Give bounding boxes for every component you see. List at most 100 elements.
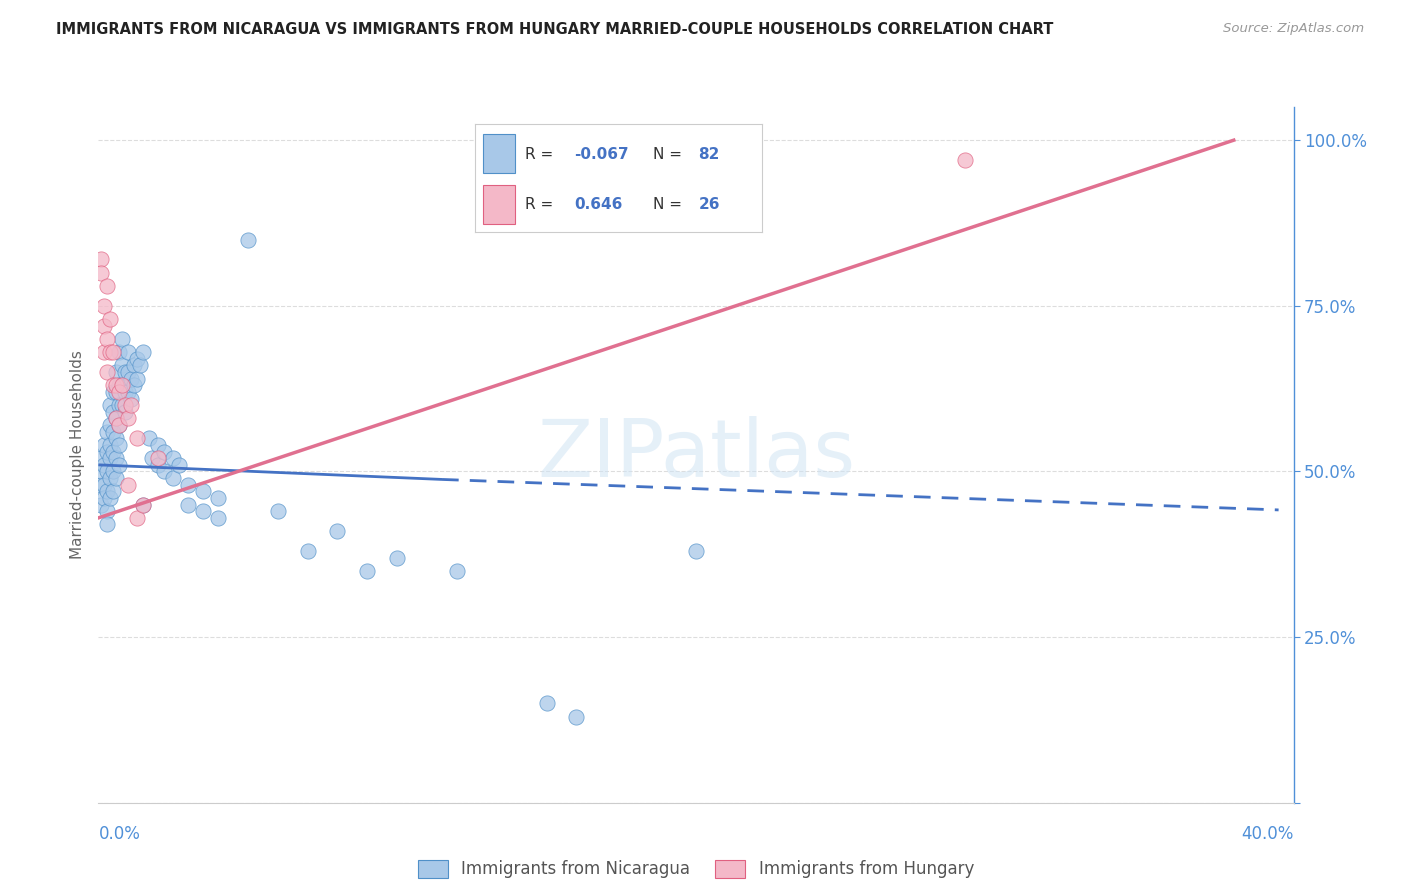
Point (124, 359, 146, 373)
Point (127, 431, 149, 445)
Point (105, 411, 128, 425)
Point (103, 444, 125, 458)
Point (162, 471, 184, 485)
Point (90, 451, 112, 466)
Point (96, 279, 118, 293)
Point (98, 471, 122, 485)
Point (105, 378, 128, 392)
Point (191, 484, 214, 499)
Point (120, 398, 142, 412)
Point (108, 418, 131, 433)
Text: ZIPatlas: ZIPatlas (537, 416, 855, 494)
Point (132, 498, 155, 512)
Point (132, 345, 155, 359)
Point (105, 471, 128, 485)
Point (297, 544, 319, 558)
Point (90, 465, 112, 479)
Legend: Immigrants from Nicaragua, Immigrants from Hungary: Immigrants from Nicaragua, Immigrants fr… (412, 853, 980, 885)
Point (103, 484, 125, 499)
Point (177, 477, 200, 491)
Point (132, 498, 155, 512)
Point (267, 504, 290, 518)
Point (96, 425, 118, 439)
Point (93, 477, 115, 491)
Point (105, 451, 128, 466)
Point (108, 384, 131, 399)
Point (108, 458, 131, 472)
Point (93, 299, 115, 313)
Point (108, 418, 131, 433)
Point (127, 372, 149, 386)
Point (108, 398, 131, 412)
Text: Source: ZipAtlas.com: Source: ZipAtlas.com (1223, 22, 1364, 36)
Point (93, 491, 115, 505)
Point (98, 398, 122, 412)
Point (93, 458, 115, 472)
Point (93, 438, 115, 452)
Point (103, 378, 125, 392)
Point (96, 444, 118, 458)
Point (108, 378, 131, 392)
Point (98, 438, 122, 452)
Point (117, 477, 139, 491)
Point (120, 372, 142, 386)
Point (127, 351, 149, 366)
Point (93, 345, 115, 359)
Y-axis label: Married-couple Households: Married-couple Households (69, 351, 84, 559)
Point (93, 318, 115, 333)
Point (114, 384, 136, 399)
Point (356, 564, 378, 578)
Point (103, 384, 125, 399)
Point (536, 697, 558, 711)
Point (90, 477, 112, 491)
Point (177, 498, 200, 512)
Point (114, 365, 136, 379)
Point (98, 345, 122, 359)
Point (103, 345, 125, 359)
Point (98, 491, 122, 505)
Point (685, 544, 707, 558)
Point (153, 465, 176, 479)
Point (105, 411, 128, 425)
Point (148, 438, 170, 452)
Point (98, 312, 122, 326)
Point (114, 398, 136, 412)
Point (162, 451, 184, 466)
Point (167, 458, 190, 472)
Point (446, 564, 468, 578)
Text: IMMIGRANTS FROM NICARAGUA VS IMMIGRANTS FROM HUNGARY MARRIED-COUPLE HOUSEHOLDS C: IMMIGRANTS FROM NICARAGUA VS IMMIGRANTS … (56, 22, 1053, 37)
Point (148, 458, 170, 472)
Point (117, 411, 139, 425)
Point (108, 438, 131, 452)
Point (108, 345, 131, 359)
Point (117, 345, 139, 359)
Point (127, 511, 149, 525)
Point (207, 511, 229, 525)
Point (124, 378, 146, 392)
Point (96, 504, 118, 518)
Point (153, 444, 176, 458)
Point (105, 365, 128, 379)
Point (236, 233, 259, 247)
Point (105, 384, 128, 399)
Point (103, 465, 125, 479)
Point (98, 418, 122, 433)
Point (111, 378, 134, 392)
Text: 40.0%: 40.0% (1241, 825, 1294, 843)
Point (148, 451, 170, 466)
Point (96, 332, 118, 346)
Point (114, 405, 136, 419)
Point (565, 709, 588, 723)
Text: 0.0%: 0.0% (98, 825, 141, 843)
Point (117, 365, 139, 379)
Point (90, 266, 112, 280)
Point (111, 332, 134, 346)
Point (129, 359, 152, 373)
Point (953, 153, 976, 167)
Point (96, 484, 118, 499)
Point (105, 431, 128, 445)
Point (96, 365, 118, 379)
Point (103, 425, 125, 439)
Point (111, 398, 134, 412)
Point (207, 491, 229, 505)
